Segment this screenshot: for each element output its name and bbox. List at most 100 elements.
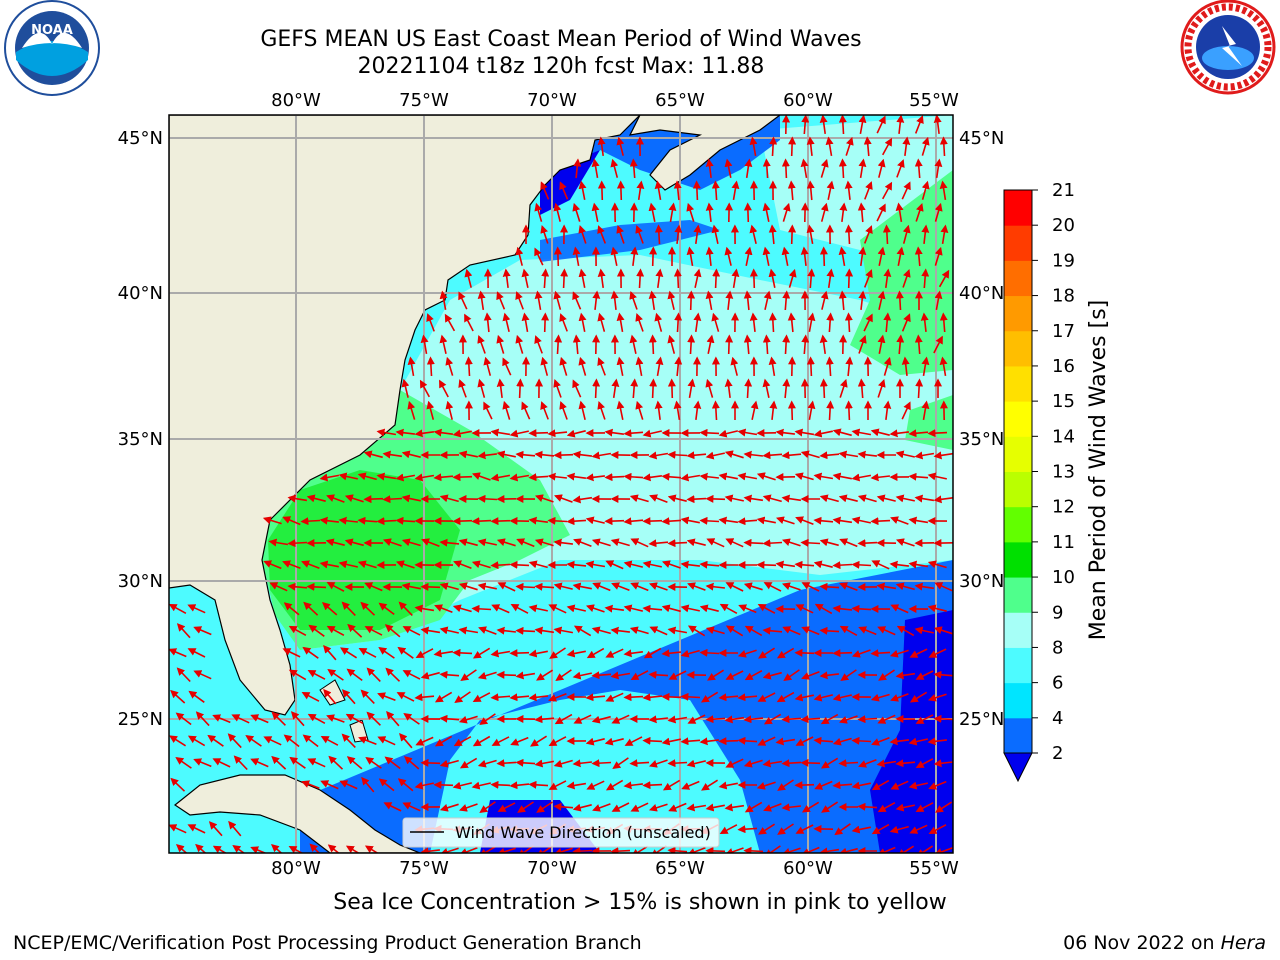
wind-wave-arrow [483,312,492,333]
wind-wave-arrow [555,669,572,682]
wind-wave-arrow [648,582,668,591]
colorbar-segment [1004,190,1032,226]
wind-wave-arrow [883,268,892,289]
wind-wave-arrow [378,646,395,659]
wind-wave-arrow [661,472,682,481]
lat-tick-label: 40°N [118,283,163,304]
lon-ticks-top: 80°W 75°W 70°W 65°W 60°W 55°W [271,90,959,111]
wind-wave-arrow [629,334,638,354]
wind-wave-arrow [528,473,549,482]
wind-wave-arrow [591,759,612,768]
wind-wave-arrow [897,845,915,853]
wind-wave-arrow [509,429,529,438]
wind-wave-arrow [547,472,567,481]
wind-wave-arrow [801,801,820,813]
wind-wave-arrow [458,538,478,547]
wind-wave-arrow [597,357,606,376]
wind-wave-arrow [610,847,631,853]
wind-wave-arrow [857,202,866,223]
wind-wave-arrow [699,560,720,569]
wind-wave-arrow [806,180,815,201]
wind-wave-arrow [566,649,586,658]
wind-wave-arrow [686,202,695,222]
wind-wave-arrow [730,356,739,376]
wind-wave-arrow [642,693,663,702]
wind-wave-arrow [325,538,345,547]
wind-wave-arrow [895,538,915,547]
wind-wave-arrow [477,334,486,354]
wind-wave-arrow [725,758,744,768]
wind-wave-arrow [838,158,847,179]
wind-wave-arrow [673,400,682,421]
wind-wave-arrow [877,846,896,853]
wind-wave-arrow [496,759,517,768]
wind-wave-arrow [407,356,416,377]
wind-wave-arrow [819,246,828,267]
wind-wave-arrow [649,494,668,503]
wind-wave-arrow [271,711,286,726]
wind-wave-arrow [927,737,947,746]
wind-wave-arrow [439,582,459,591]
wind-wave-arrow [744,378,753,399]
wind-wave-arrow [490,517,511,526]
wind-wave-arrow [832,781,853,790]
wind-wave-arrow [477,378,486,398]
wind-wave-arrow [553,626,574,635]
colorbar-segment [1004,401,1032,437]
wind-wave-arrow [915,378,924,399]
wind-wave-arrow [591,626,611,635]
wind-wave-arrow [517,845,534,853]
wind-wave-arrow [876,582,897,591]
wind-wave-arrow [762,202,771,222]
wind-wave-arrow [896,334,905,355]
wind-wave-arrow [667,539,688,548]
wind-wave-arrow [572,582,592,591]
colorbar-segment [1004,436,1032,472]
wind-wave-arrow [572,379,582,398]
wind-wave-arrow [175,844,188,853]
wind-wave-arrow [193,758,212,768]
wind-wave-arrow [592,290,601,310]
wind-wave-arrow [338,472,358,481]
wind-wave-arrow [749,136,758,157]
wind-wave-arrow [245,734,262,747]
wind-wave-arrow [420,582,441,591]
wind-wave-arrow [483,401,493,420]
wind-wave-arrow [528,516,549,525]
colorbar-segment [1004,506,1032,543]
wind-wave-arrow [667,450,688,459]
wind-wave-arrow [420,334,429,355]
wind-wave-arrow [915,714,934,724]
wind-wave-arrow [357,472,377,481]
wind-wave-arrow [744,801,763,813]
wind-wave-arrow [762,378,771,398]
wind-wave-arrow [819,847,840,853]
wind-wave-arrow [870,693,890,702]
wind-wave-arrow [781,759,802,768]
colorbar-segment [1004,260,1032,297]
wind-wave-arrow [309,843,321,853]
wind-wave-arrow [323,644,337,661]
wind-wave-arrow [819,451,840,460]
wind-wave-arrow [233,755,248,771]
wind-wave-arrow [341,733,356,748]
wind-wave-arrow [401,582,421,591]
wind-wave-arrow [540,224,549,244]
wind-wave-arrow [711,312,720,332]
wind-wave-arrow [433,473,454,482]
wind-wave-arrow [851,560,872,569]
wind-wave-arrow [421,538,440,547]
wind-wave-arrow [345,845,360,853]
wind-wave-arrow [169,648,187,658]
wind-wave-arrow [578,356,587,376]
wind-wave-arrow [591,671,612,680]
wind-wave-arrow [559,313,568,332]
lat-tick-label: 40°N [959,283,1004,304]
wind-wave-arrow [548,736,567,746]
lon-tick-label: 80°W [271,858,321,879]
wind-wave-arrow [895,202,904,223]
wind-wave-arrow [707,669,725,681]
wind-wave-arrow [649,378,658,399]
land-bahamas-1 [319,679,346,706]
wind-wave-arrow [572,202,581,222]
